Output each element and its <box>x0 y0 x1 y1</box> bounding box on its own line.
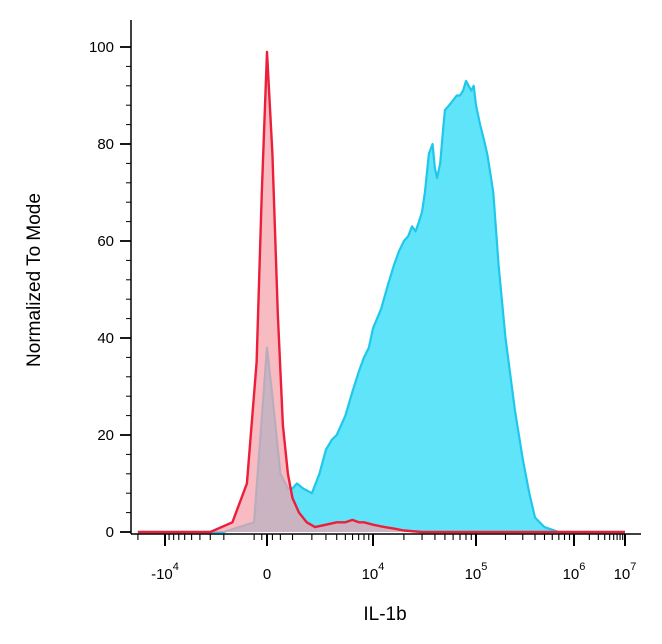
series-1-area <box>137 80 625 533</box>
y-tick-label: 80 <box>97 136 114 153</box>
y-tick-label: 40 <box>97 330 114 347</box>
series-2-area <box>137 51 625 533</box>
series-1-line <box>137 79 625 534</box>
y-tick-label: 60 <box>97 233 114 250</box>
axes-layer: 0 20 40 60 80 100 -104 0 104 105 106 107 <box>89 20 641 583</box>
series-layer <box>137 50 625 534</box>
x-tick-label: 106 <box>563 561 586 583</box>
series-2-line <box>137 50 625 534</box>
y-tick-label: 0 <box>106 524 114 541</box>
y-tick-label: 20 <box>97 427 114 444</box>
x-tick-label: 104 <box>362 561 385 583</box>
y-tick-label: 100 <box>89 39 114 56</box>
x-tick-label: 107 <box>614 561 637 583</box>
x-axis-title: IL-1b <box>363 604 406 625</box>
x-tick-label: -104 <box>151 561 179 583</box>
y-axis-title: Normalized To Mode <box>24 193 45 367</box>
x-tick-label: 0 <box>263 566 271 583</box>
x-tick-label: 105 <box>465 561 488 583</box>
